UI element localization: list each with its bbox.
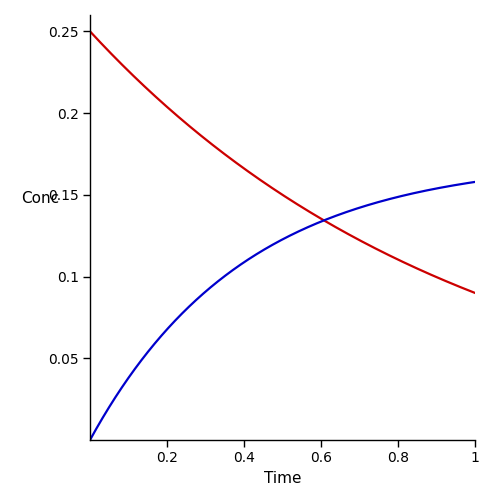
Y-axis label: Conc: Conc bbox=[21, 191, 59, 206]
X-axis label: Time: Time bbox=[264, 470, 301, 486]
